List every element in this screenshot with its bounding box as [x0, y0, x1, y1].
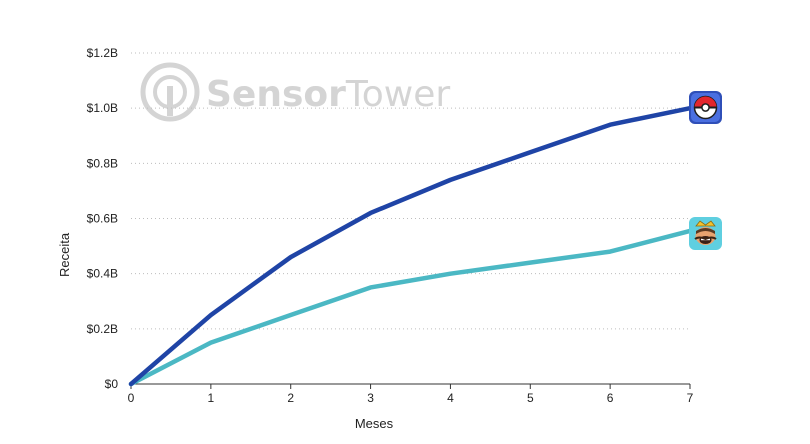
x-tick-label: 3 — [367, 391, 374, 405]
x-tick-label: 4 — [447, 391, 454, 405]
x-tick-label: 2 — [287, 391, 294, 405]
y-tick-label: $1.0B — [87, 101, 118, 115]
series-lines — [128, 105, 693, 387]
y-tick-label: $0.2B — [87, 322, 118, 336]
x-tick-label: 1 — [208, 391, 215, 405]
series-line-pokemon-go — [128, 105, 693, 387]
clash-royale-app-icon — [689, 217, 722, 250]
x-tick-label: 0 — [128, 391, 135, 405]
y-tick-label: $1.2B — [87, 46, 118, 60]
x-tick-label: 6 — [607, 391, 614, 405]
x-tick-label: 7 — [687, 391, 694, 405]
x-axis-ticks: 0 1 2 3 4 5 6 7 — [128, 384, 694, 405]
sensortower-watermark: SensorTower — [140, 62, 450, 122]
watermark-sensor: Sensor — [206, 74, 346, 115]
y-axis-title: Receita — [57, 232, 72, 277]
watermark-tower: Tower — [345, 74, 450, 115]
series-line-clash-royale — [128, 228, 693, 387]
x-tick-label: 5 — [527, 391, 534, 405]
pokemon-go-app-icon — [689, 91, 722, 124]
y-tick-label: $0 — [105, 377, 119, 391]
y-axis-ticks: $0 $0.2B $0.4B $0.6B $0.8B $1.0B $1.2B — [87, 46, 119, 391]
y-tick-label: $0.4B — [87, 267, 118, 281]
x-axis-title: Meses — [355, 416, 394, 431]
sensortower-logo-icon — [140, 62, 200, 122]
y-tick-label: $0.8B — [87, 156, 118, 170]
y-tick-label: $0.6B — [87, 212, 118, 226]
svg-text:SensorTower: SensorTower — [206, 74, 450, 115]
